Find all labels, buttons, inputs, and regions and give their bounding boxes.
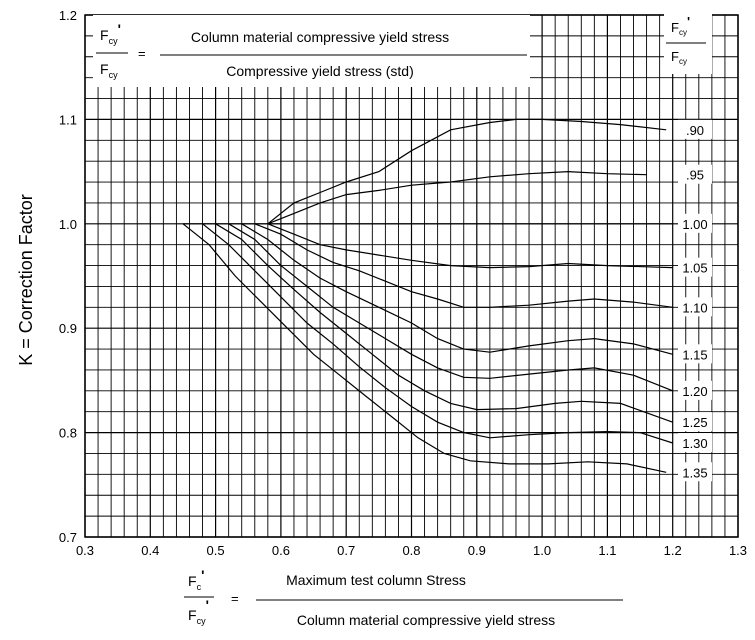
x-tick-label: 1.3	[729, 543, 747, 558]
series-line-1p20	[228, 223, 673, 392]
x-tick-label: 1.2	[664, 543, 682, 558]
series-labels: .90 .95 1.00 1.05 1.10 1.15 1.20 1.25 1.30 1.35	[678, 119, 712, 482]
top-formula-denominator: Compressive yield stress (std)	[226, 63, 414, 79]
series-label-background	[678, 213, 712, 233]
bottom-formula-lhs-num: Fc'	[188, 567, 204, 592]
x-tick-label: 0.4	[141, 543, 159, 558]
series-label-background	[678, 433, 712, 453]
series-layer	[182, 118, 673, 473]
x-tick-label: 0.9	[468, 543, 486, 558]
legend-header: Fcy' Fcy	[664, 14, 712, 74]
top-formula: Fcy' Fcy = Column material compressive y…	[93, 15, 530, 87]
top-formula-lhs-num: Fcy'	[100, 21, 121, 46]
y-tick-label: 1.0	[59, 217, 77, 232]
series-label-background	[678, 412, 712, 432]
x-tick-label: 1.1	[598, 543, 616, 558]
series-line-p95	[267, 170, 647, 225]
series-label: 1.30	[682, 436, 707, 451]
series-label-background	[678, 164, 712, 184]
series-line-p90	[267, 118, 667, 225]
bottom-formula-numerator: Maximum test column Stress	[286, 572, 466, 588]
series-label: 1.10	[682, 300, 707, 315]
x-tick-label: 0.7	[337, 543, 355, 558]
series-line-1p10	[254, 223, 673, 308]
series-label: 1.05	[682, 261, 707, 276]
series-label: 1.00	[682, 217, 707, 232]
top-formula-equals: =	[138, 46, 146, 61]
series-line-1p35	[182, 223, 667, 473]
series-label-background	[678, 462, 712, 482]
x-tick-label: 0.5	[207, 543, 225, 558]
series-line-1p30	[202, 223, 673, 444]
legend-header-den: Fcy	[671, 49, 687, 66]
series-label: .90	[686, 123, 704, 138]
series-line-1p15	[241, 223, 673, 355]
y-tick-label: 1.1	[59, 112, 77, 127]
series-line-1p25	[215, 223, 673, 423]
y-tick-label: 1.2	[59, 8, 77, 23]
y-tick-label: 0.8	[59, 426, 77, 441]
series-label: 1.25	[682, 415, 707, 430]
bottom-formula-denominator: Column material compressive yield stress	[297, 612, 555, 628]
y-axis-label: K = Correction Factor	[16, 194, 36, 366]
y-tick-label: 0.9	[59, 321, 77, 336]
top-formula-lhs-den: Fcy	[100, 61, 118, 80]
y-tick-label: 0.7	[59, 530, 77, 545]
x-tick-label: 1.0	[533, 543, 551, 558]
top-formula-numerator: Column material compressive yield stress	[191, 29, 449, 45]
series-label-background	[678, 380, 712, 400]
tick-labels: 0.3 0.4 0.5 0.6 0.7 0.8 0.9 1.0 1.1 1.2 1.3 0.7 0.8 0…	[59, 8, 747, 558]
series-label: 1.20	[682, 384, 707, 399]
series-label: .95	[686, 168, 704, 183]
bottom-formula-lhs-den: Fcy'	[188, 597, 209, 626]
legend-header-background	[664, 14, 712, 74]
series-label-background	[678, 344, 712, 364]
x-tick-label: 0.6	[272, 543, 290, 558]
top-formula-background	[93, 15, 530, 87]
bottom-formula: Fc' Fcy' = Maximum test column Stress Co…	[184, 567, 623, 628]
x-tick-label: 0.8	[402, 543, 420, 558]
series-label-background	[678, 119, 712, 139]
series-line-1p05	[267, 223, 673, 269]
legend-header-num: Fcy'	[671, 14, 690, 37]
series-label: 1.35	[682, 465, 707, 480]
series-label-background	[678, 297, 712, 317]
bottom-formula-equals: =	[231, 591, 239, 606]
series-label: 1.15	[682, 347, 707, 362]
grid	[84, 14, 739, 538]
series-label-background	[678, 257, 712, 277]
x-tick-label: 0.3	[76, 543, 94, 558]
